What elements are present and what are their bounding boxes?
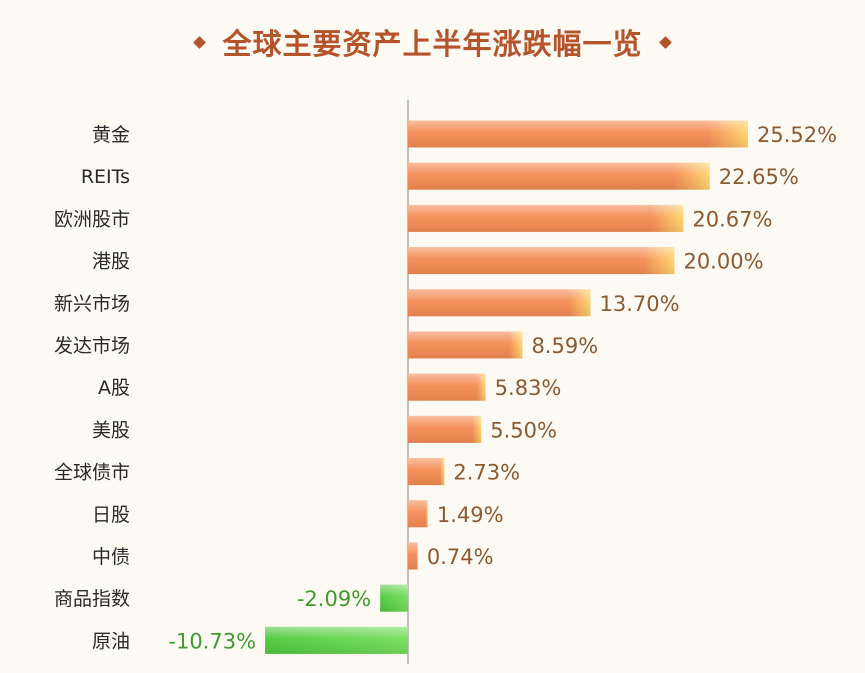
bars: 黄金 25.52%REITs 22.65%欧洲股市 20.67%港股 20.00%新兴市…: [54, 120, 837, 654]
bar-row: 欧洲股市 20.67%: [54, 204, 772, 232]
bar-shine: [408, 162, 710, 190]
category-label: 新兴市场: [54, 293, 130, 315]
value-label: 5.50%: [490, 418, 557, 442]
bar-shine: [380, 584, 408, 612]
category-label: A股: [98, 377, 130, 399]
bar-shine: [408, 500, 428, 528]
bar-shine: [408, 542, 418, 570]
value-label: 20.67%: [692, 207, 772, 231]
value-label: 22.65%: [719, 165, 799, 189]
bar-row: REITs 22.65%: [81, 162, 799, 190]
category-label: 黄金: [92, 124, 130, 146]
value-label: 1.49%: [437, 503, 504, 527]
category-label: 原油: [92, 630, 130, 652]
bar-shine: [408, 458, 445, 486]
category-label: 日股: [92, 504, 130, 526]
bar-shine: [408, 120, 748, 148]
bar-shine: [408, 331, 523, 359]
value-label: 8.59%: [531, 334, 598, 358]
category-label: 商品指数: [54, 588, 130, 610]
value-label: -2.09%: [297, 587, 371, 611]
bar-shine: [408, 289, 591, 317]
value-label: 2.73%: [453, 461, 520, 485]
chart-title: 全球主要资产上半年涨跌幅一览: [222, 27, 643, 61]
bar-row: 原油 -10.73%: [92, 626, 408, 654]
bar-shine: [265, 626, 408, 654]
chart-title-row: 全球主要资产上半年涨跌幅一览: [0, 14, 865, 70]
bar-row: 商品指数 -2.09%: [54, 584, 408, 612]
value-label: 0.74%: [427, 545, 494, 569]
value-label: 20.00%: [683, 250, 763, 274]
bar-row: 日股 1.49%: [92, 500, 504, 528]
category-label: 美股: [92, 419, 130, 441]
value-label: -10.73%: [168, 629, 256, 653]
bar-row: 发达市场 8.59%: [54, 331, 598, 359]
category-label: 发达市场: [54, 335, 130, 357]
bar-shine: [408, 204, 684, 232]
category-label: 中债: [92, 546, 130, 568]
value-label: 13.70%: [600, 292, 680, 316]
value-label: 25.52%: [757, 123, 837, 147]
bar-row: A股 5.83%: [98, 373, 562, 401]
bar-row: 中债 0.74%: [92, 542, 494, 570]
bar-shine: [408, 373, 486, 401]
bar-shine: [408, 415, 482, 443]
category-label: 港股: [92, 251, 130, 273]
category-label: 全球债市: [54, 462, 130, 484]
value-label: 5.83%: [495, 376, 562, 400]
bar-shine: [408, 247, 675, 275]
bar-row: 黄金 25.52%: [92, 120, 837, 148]
bar-row: 新兴市场 13.70%: [54, 289, 680, 317]
category-label: 欧洲股市: [54, 208, 130, 230]
category-label: REITs: [81, 166, 130, 188]
bar-row: 港股 20.00%: [92, 247, 764, 275]
bar-row: 全球债市 2.73%: [54, 458, 520, 486]
bar-row: 美股 5.50%: [92, 415, 557, 443]
